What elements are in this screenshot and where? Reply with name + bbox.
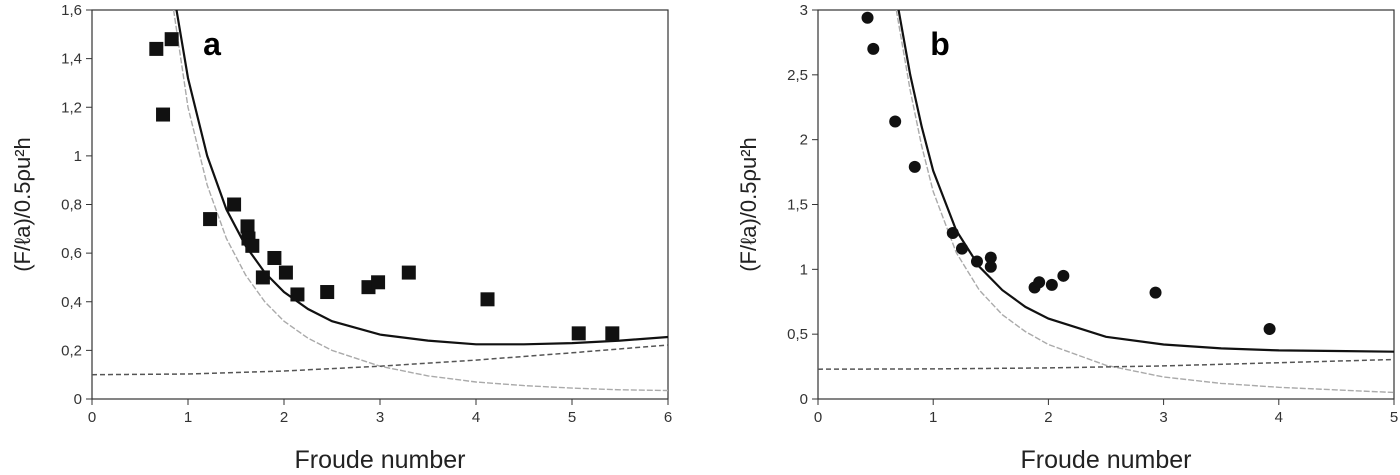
data-point-square	[255, 270, 270, 285]
data-point-square	[480, 292, 495, 307]
x-axis-label: Froude number	[295, 446, 466, 474]
x-tick-label: 0	[88, 409, 96, 426]
y-tick-label: 1,5	[787, 197, 808, 214]
data-point-circle	[1033, 276, 1046, 289]
curve-group	[92, 10, 668, 392]
x-tick-label: 2	[280, 409, 288, 426]
x-tick-label: 3	[1159, 409, 1167, 426]
data-point-square	[320, 285, 335, 300]
data-point-square	[227, 197, 242, 212]
x-tick-label: 3	[376, 409, 384, 426]
data-point-square	[401, 265, 416, 280]
data-point-square	[571, 326, 586, 341]
data-point-square	[371, 275, 386, 290]
data-point-square	[290, 287, 305, 302]
data-point-square	[156, 107, 171, 122]
x-tick-label: 5	[568, 409, 576, 426]
data-point-square	[278, 265, 293, 280]
y-tick-label: 1	[800, 261, 808, 278]
data-point-square	[240, 219, 255, 234]
y-tick-label: 0,8	[61, 197, 82, 214]
data-point-circle	[1045, 278, 1058, 291]
y-tick-label: 1,4	[61, 51, 82, 68]
y-tick-label: 1	[74, 148, 82, 165]
x-tick-label: 4	[1275, 409, 1283, 426]
y-axis-label: (F/ℓa)/0.5ρu²h	[736, 137, 761, 272]
data-point-square	[245, 238, 260, 253]
y-tick-label: 0,6	[61, 245, 82, 262]
y-tick-label: 0	[74, 391, 82, 408]
y-tick-label: 2	[800, 132, 808, 149]
x-tick-label: 6	[664, 409, 672, 426]
data-point-square	[203, 212, 218, 227]
y-tick-label: 2,5	[787, 67, 808, 84]
model-curve-black	[175, 10, 668, 346]
y-axis-label: (F/ℓa)/0.5ρu²h	[10, 137, 35, 272]
data-point-square	[267, 250, 282, 265]
data-point-circle	[956, 242, 968, 255]
data-point-square	[605, 326, 620, 341]
y-tick-label: 0	[800, 391, 808, 408]
x-tick-label: 4	[472, 409, 480, 426]
data-point-circle	[1149, 286, 1162, 299]
y-tick-label: 0,4	[61, 294, 82, 311]
x-tick-label: 1	[184, 409, 192, 426]
plot-frame	[817, 9, 1395, 400]
data-point-circle	[867, 42, 880, 55]
model-curve-dashed	[92, 344, 668, 376]
x-tick-label: 5	[1390, 409, 1398, 426]
data-point-circle	[861, 11, 874, 24]
data-point-circle	[908, 160, 921, 173]
chart-panel-a: 0 1 2 3 4 5 6 0 0,2 0,4 0,6 0,8 1 1,2 1,4 1,6 Froude num…	[10, 2, 672, 474]
data-point-square	[164, 32, 179, 47]
y-tick-label: 1,2	[61, 99, 82, 116]
data-point-circle	[1263, 322, 1276, 335]
chart-panel-b: 0 1 2 3 4 5 0 0,5 1 1,5 2 2,5 3 Froude number (F/ℓa)/0…	[736, 2, 1398, 474]
data-point-circle	[970, 255, 983, 268]
data-point-circle	[946, 227, 959, 240]
model-curve-gray	[172, 10, 668, 392]
data-point-circle	[889, 115, 902, 128]
y-tick-label: 3	[800, 2, 808, 19]
model-curve-black	[897, 10, 1394, 353]
x-tick-label: 1	[929, 409, 937, 426]
data-point-circle	[984, 260, 997, 273]
panel-letter: a	[203, 26, 221, 62]
model-curve-gray	[895, 10, 1394, 394]
x-tick-label: 0	[814, 409, 822, 426]
y-tick-label: 1,6	[61, 2, 82, 19]
plot-frame	[91, 9, 669, 400]
y-tick-label: 0,5	[787, 326, 808, 343]
curve-group	[818, 10, 1394, 394]
x-tick-label: 2	[1044, 409, 1052, 426]
data-point-circle	[984, 251, 997, 264]
panel-letter: b	[930, 26, 950, 62]
data-point-circle	[1057, 269, 1070, 282]
model-curve-dashed	[818, 358, 1394, 370]
x-axis-label: Froude number	[1021, 446, 1192, 474]
y-tick-label: 0,2	[61, 342, 82, 359]
data-point-square	[149, 41, 164, 56]
